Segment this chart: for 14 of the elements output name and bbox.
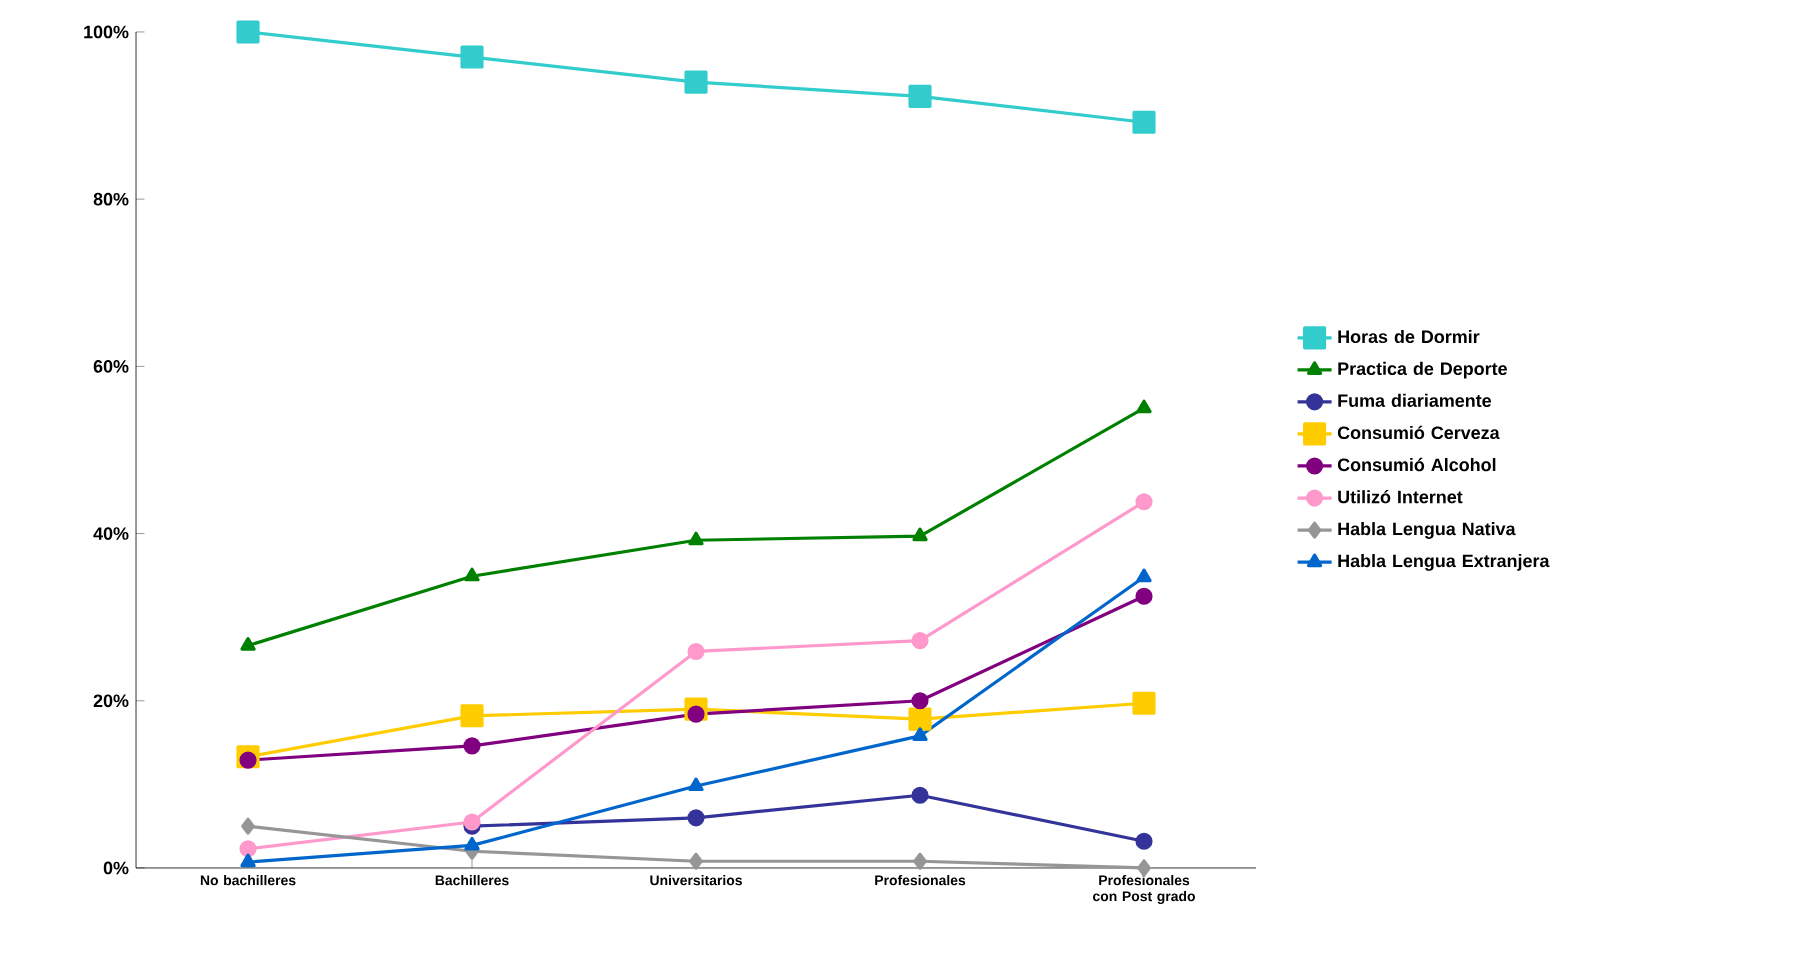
legend-label: Horas de Dormir: [1338, 329, 1480, 344]
legend-label: Utilizó Internet: [1338, 489, 1463, 504]
y-tick-label: 40%: [93, 527, 129, 540]
legend-label: Habla Lengua Extranjera: [1338, 554, 1550, 571]
legend-label: Practica de Deporte: [1338, 361, 1507, 379]
legend-label: Habla Lengua Nativa: [1338, 522, 1516, 539]
y-tick-label: 60%: [93, 360, 129, 373]
y-tick-label: 100%: [84, 25, 129, 39]
legend-label: Consumió Alcohol: [1337, 457, 1496, 472]
y-tick-label: 20%: [93, 694, 129, 708]
y-tick-label: 80%: [93, 192, 129, 206]
legend-label: Consumió Cerveza: [1337, 425, 1500, 440]
legend-label: Fuma diariamente: [1338, 393, 1492, 407]
y-tick-label: 0%: [103, 861, 129, 875]
